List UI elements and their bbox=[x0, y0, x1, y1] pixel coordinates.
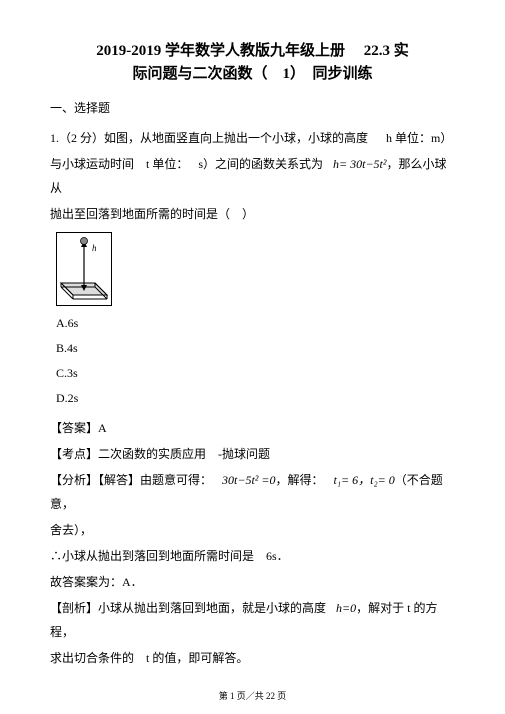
pouxi-h: h=0 bbox=[336, 601, 356, 615]
fenxi-line-1: 【分析】【解答】由题意可得：30t−5t² =0，解得：t₁= 6，t₂= 0（… bbox=[50, 468, 455, 516]
kaodian-block: 【考点】二次函数的实质应用 -抛球问题 bbox=[50, 442, 455, 466]
document-title: 2019-2019 学年数学人教版九年级上册 22.3 实 际问题与二次函数（ … bbox=[50, 40, 455, 85]
pouxi-text-a: 【剖析】小球从抛出到落回到地面，就是小球的高度 bbox=[50, 601, 326, 615]
option-c: C.3s bbox=[56, 366, 455, 381]
fenxi-formula: 30t−5t² =0 bbox=[222, 473, 275, 487]
title-line-2: 际问题与二次函数（ 1） 同步训练 bbox=[132, 66, 372, 82]
q1-formula-1: h= 30t−5t² bbox=[333, 157, 386, 171]
option-b: B.4s bbox=[56, 341, 455, 356]
fenxi-t2: ，t₂= 0 bbox=[358, 473, 395, 487]
so-answer-line: 故答案案为：A． bbox=[50, 570, 455, 594]
conclusion-line: ∴小球从抛出到落回到地面所需时间是 6s． bbox=[50, 544, 455, 568]
q1-text-1b: h 单位：m） bbox=[386, 131, 452, 145]
q1-text-2b: s）之间的函数关系式为 bbox=[198, 157, 323, 171]
question-figure: h bbox=[56, 232, 112, 306]
q1-text-2a: 与小球运动时间 t 单位： bbox=[50, 157, 188, 171]
question-1-line-1: 1.（2 分）如图，从地面竖直向上抛出一个小球，小球的高度 h 单位：m） bbox=[50, 126, 455, 150]
ball-trajectory-icon: h bbox=[57, 233, 111, 305]
fenxi-line-2: 舍去）， bbox=[50, 518, 455, 542]
pouxi-line-1: 【剖析】小球从抛出到落回到地面，就是小球的高度h=0，解对于 t 的方程， bbox=[50, 596, 455, 644]
page: 2019-2019 学年数学人教版九年级上册 22.3 实 际问题与二次函数（ … bbox=[0, 0, 505, 714]
svg-text:h: h bbox=[92, 243, 97, 253]
fenxi-text-a: 【分析】【解答】由题意可得： bbox=[50, 473, 212, 487]
question-1-line-3: 抛出至回落到地面所需的时间是（ ） bbox=[50, 202, 455, 226]
title-line-1: 2019-2019 学年数学人教版九年级上册 22.3 实 bbox=[96, 43, 409, 59]
answer-block: 【答案】A bbox=[50, 416, 455, 440]
q1-text-1a: 1.（2 分）如图，从地面竖直向上抛出一个小球，小球的高度 bbox=[50, 131, 368, 145]
section-heading-1: 一、选择题 bbox=[50, 99, 455, 116]
pouxi-line-2: 求出切合条件的 t 的值，即可解答。 bbox=[50, 646, 455, 670]
fenxi-text-b: ，解得： bbox=[275, 473, 323, 487]
option-a: A.6s bbox=[56, 316, 455, 331]
question-1-line-2: 与小球运动时间 t 单位：s）之间的函数关系式为h= 30t−5t²，那么小球从 bbox=[50, 152, 455, 200]
fenxi-t1: t₁= 6 bbox=[334, 473, 359, 487]
option-d: D.2s bbox=[56, 391, 455, 406]
page-footer: 第 1 页／共 22 页 bbox=[0, 689, 505, 702]
